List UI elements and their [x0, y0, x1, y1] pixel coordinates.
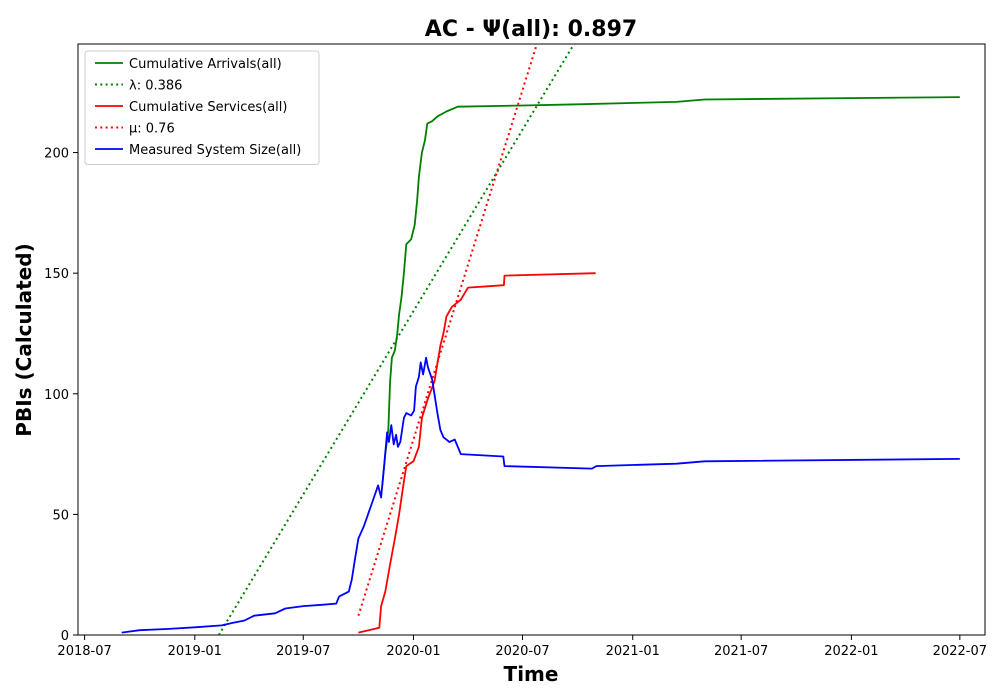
legend-label: λ: 0.386 [129, 79, 182, 94]
series-line-3 [357, 44, 538, 616]
x-tick-label: 2019-07 [276, 644, 330, 659]
x-tick-label: 2022-01 [824, 644, 878, 659]
y-tick-label: 0 [61, 629, 69, 644]
series-line-2 [358, 272, 596, 634]
legend: Cumulative Arrivals(all) λ: 0.386 Cumulati… [84, 50, 320, 165]
series-line-0 [381, 96, 960, 486]
y-axis-label: PBIs (Calculated) [12, 243, 36, 436]
x-tick-label: 2019-01 [168, 644, 222, 659]
x-axis-label: Time [504, 662, 559, 686]
x-tick-label: 2021-07 [714, 644, 768, 659]
y-axis-ticks: 0 50 100 150 200 [44, 147, 78, 644]
x-tick-label: 2018-07 [57, 644, 111, 659]
y-tick-label: 100 [44, 388, 69, 403]
x-tick-label: 2021-01 [606, 644, 660, 659]
chart-title: AC - Ψ(all): 0.897 [425, 17, 637, 42]
series-line-1 [217, 44, 575, 635]
plot-area-frame [77, 43, 986, 636]
series-line-4 [121, 356, 960, 634]
y-tick-label: 50 [52, 508, 69, 523]
legend-label: Cumulative Arrivals(all) [129, 57, 282, 72]
y-tick-label: 150 [44, 267, 69, 282]
x-axis-ticks: 2018-07 2019-01 2019-07 2020-01 2020-07 2021-… [57, 635, 987, 659]
legend-box [84, 50, 320, 165]
x-tick-label: 2022-07 [933, 644, 987, 659]
y-tick-label: 200 [44, 147, 69, 162]
legend-label: Measured System Size(all) [129, 143, 301, 158]
legend-label: Cumulative Services(all) [129, 100, 287, 115]
plot-lines [121, 44, 960, 635]
legend-label: μ: 0.76 [129, 122, 175, 137]
x-tick-label: 2020-07 [495, 644, 549, 659]
x-tick-label: 2020-01 [386, 644, 440, 659]
